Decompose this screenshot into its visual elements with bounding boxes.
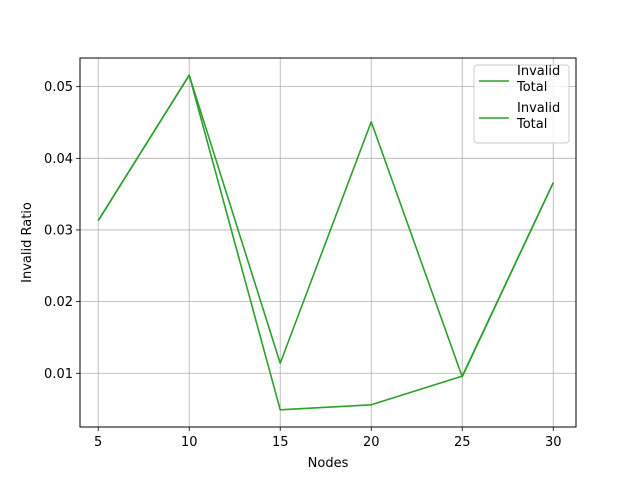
x-axis-label: Nodes: [308, 456, 349, 471]
x-tick-label: 10: [181, 435, 198, 450]
x-tick-label: 15: [272, 435, 289, 450]
series-layer: [97, 74, 554, 411]
plot-frame: [79, 57, 577, 428]
x-tick-label: 20: [363, 435, 380, 450]
y-tick-label: 0.03: [44, 223, 73, 238]
x-tick-label: 5: [94, 435, 102, 450]
legend: Invalid Total Invalid Total: [473, 64, 570, 144]
legend-entry-label: Invalid Total: [516, 101, 560, 132]
legend-box: [473, 64, 570, 144]
legend-entry-label: Invalid Total: [516, 64, 560, 95]
x-tick-label: 25: [454, 435, 471, 450]
y-tick-label: 0.01: [44, 367, 73, 382]
y-tick-label: 0.05: [44, 80, 73, 95]
y-tick-label: 0.04: [44, 152, 73, 167]
axis-ticks: 5 10 15 20 25 30 0.01 0.02 0.03 0.04 0.05: [44, 80, 561, 450]
series-line-2: [97, 74, 554, 378]
y-axis-label: Invalid Ratio: [20, 202, 35, 283]
x-tick-label: 30: [545, 435, 562, 450]
y-tick-label: 0.02: [44, 295, 73, 310]
